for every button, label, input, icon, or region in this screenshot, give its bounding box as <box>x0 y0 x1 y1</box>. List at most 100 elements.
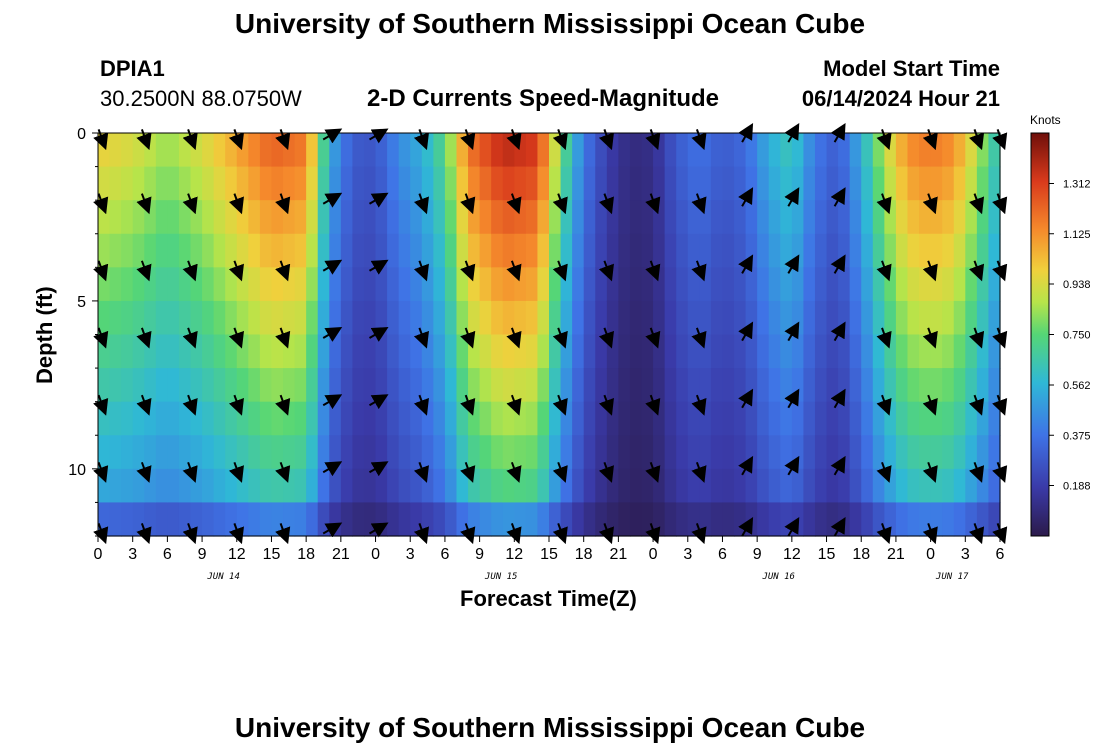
heatmap-cell <box>814 166 828 201</box>
heatmap-cell <box>456 334 469 369</box>
heatmap-cell <box>641 166 654 201</box>
current-vector-arrow <box>368 259 389 275</box>
heatmap-cell <box>387 200 400 235</box>
colorbar <box>1030 132 1050 537</box>
heatmap-cell <box>398 200 411 235</box>
heatmap-cell <box>884 368 897 403</box>
heatmap-cell <box>294 133 307 168</box>
heatmap-cell <box>849 468 862 504</box>
colorbar-tick-label: 0.938 <box>1063 279 1091 291</box>
heatmap-cell <box>572 468 585 504</box>
heatmap-cell <box>583 334 596 369</box>
heatmap-cell <box>930 166 943 201</box>
heatmap-cell <box>560 502 573 537</box>
heatmap-cell <box>491 267 504 302</box>
current-vector-arrow <box>784 388 800 409</box>
heatmap-cell <box>768 267 781 302</box>
heatmap-cell <box>248 233 261 268</box>
heatmap-cell <box>595 233 608 268</box>
heatmap-cell <box>734 334 747 369</box>
heatmap-cell <box>849 401 862 436</box>
x-tick-label: 0 <box>371 546 380 563</box>
current-vector-arrow <box>275 129 291 151</box>
heatmap-cell <box>225 401 238 436</box>
heatmap-cell <box>687 267 700 302</box>
heatmap-cell <box>595 166 608 201</box>
heatmap-cell <box>803 468 816 504</box>
current-vector-arrow <box>969 394 985 416</box>
heatmap-cell <box>387 435 400 470</box>
heatmap-cell <box>387 267 400 302</box>
heatmap-cell <box>202 334 215 369</box>
heatmap-cell <box>838 200 851 235</box>
heatmap-cell <box>838 502 851 537</box>
heatmap-cell <box>514 166 527 201</box>
heatmap-cell <box>757 468 770 504</box>
current-vector-arrow <box>93 327 109 349</box>
current-vector-arrow <box>922 523 938 545</box>
heatmap-cell <box>525 133 539 168</box>
heatmap-cell <box>352 435 365 470</box>
current-vector-arrow <box>228 129 244 151</box>
heatmap-cell <box>768 300 781 336</box>
heatmap-cell <box>283 502 296 537</box>
heatmap-cell <box>676 435 689 470</box>
heatmap-cell <box>271 401 284 436</box>
heatmap-cell <box>98 133 111 168</box>
heatmap-cell <box>572 368 585 403</box>
heatmap-cell <box>768 401 781 436</box>
heatmap-cell <box>618 435 631 470</box>
colorbar-unit: Knots <box>1030 113 1061 127</box>
heatmap-cell <box>329 133 342 168</box>
heatmap-cell <box>549 435 562 470</box>
day-label: JUN 17 <box>935 572 969 582</box>
current-vector-arrow <box>876 461 892 483</box>
heatmap-cell <box>676 502 689 537</box>
heatmap-cell <box>329 166 342 201</box>
heatmap-cell <box>710 166 724 201</box>
current-vector-arrow <box>645 394 661 416</box>
heatmap-cell <box>549 468 562 504</box>
heatmap-cell <box>479 401 492 436</box>
heatmap-cell <box>687 368 700 403</box>
heatmap-cell <box>687 233 700 268</box>
heatmap-cell <box>525 435 539 470</box>
heatmap-cell <box>340 300 354 336</box>
heatmap-cell <box>444 133 458 168</box>
heatmap-cell <box>132 368 145 403</box>
heatmap-cell <box>329 267 342 302</box>
heatmap-cell <box>433 200 446 235</box>
current-vector-arrow <box>413 193 429 215</box>
heatmap-cell <box>479 334 492 369</box>
current-vector-arrow <box>552 260 568 282</box>
current-vector-arrow <box>738 321 754 342</box>
heatmap-cell <box>641 300 654 336</box>
heatmap-cell <box>352 233 365 268</box>
footer-title: University of Southern Mississippi Ocean… <box>234 712 866 743</box>
heatmap-cell <box>953 502 966 537</box>
heatmap-cell <box>363 200 377 235</box>
current-vector-arrow <box>784 187 800 207</box>
heatmap-cell <box>398 133 411 168</box>
heatmap-cell <box>872 233 885 268</box>
heatmap-cell <box>375 468 388 504</box>
heatmap-cell <box>178 368 192 403</box>
heatmap-cell <box>803 368 816 403</box>
heatmap-cell <box>872 267 885 302</box>
heatmap-cell <box>849 368 862 403</box>
heatmap-cell <box>329 300 342 336</box>
heatmap-cell <box>537 368 550 403</box>
heatmap-cell <box>167 267 180 302</box>
heatmap-cell <box>722 300 735 336</box>
heatmap-cell <box>306 468 319 504</box>
heatmap-cell <box>572 334 585 369</box>
heatmap-cell <box>387 368 400 403</box>
heatmap-cell <box>375 401 388 436</box>
x-tick-label: 0 <box>94 546 103 563</box>
heatmap-cell <box>803 133 816 168</box>
heatmap-cell <box>907 334 920 369</box>
heatmap-cell <box>317 300 330 336</box>
heatmap-cell <box>387 166 400 201</box>
heatmap-cell <box>583 435 596 470</box>
heatmap-cell <box>930 368 943 403</box>
